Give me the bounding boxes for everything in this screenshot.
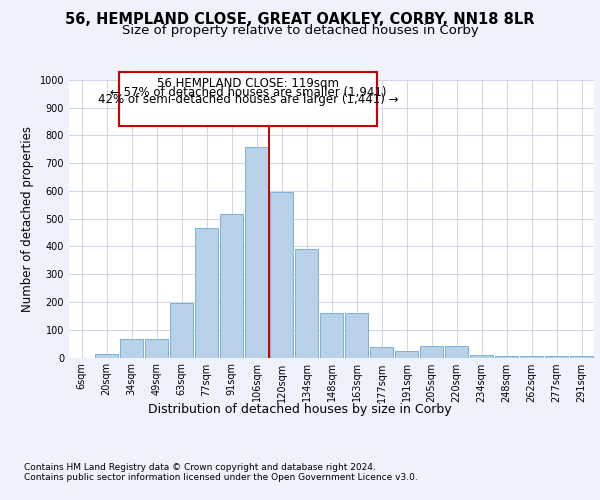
Bar [295,250,318,358]
Bar [145,340,168,357]
Bar [545,356,568,358]
Text: 56 HEMPLAND CLOSE: 119sqm: 56 HEMPLAND CLOSE: 119sqm [157,77,339,90]
Bar [170,302,193,358]
Text: Size of property relative to detached houses in Corby: Size of property relative to detached ho… [122,24,478,37]
Text: Distribution of detached houses by size in Corby: Distribution of detached houses by size … [148,402,452,415]
Bar [320,313,343,358]
Bar [495,356,518,358]
Bar [120,340,143,357]
Bar [395,352,418,358]
Bar [220,214,243,358]
Bar [345,313,368,358]
Y-axis label: Number of detached properties: Number of detached properties [21,126,34,312]
Bar [470,354,493,358]
Bar [570,356,593,358]
Text: ← 57% of detached houses are smaller (1,941): ← 57% of detached houses are smaller (1,… [110,86,386,98]
Text: Contains HM Land Registry data © Crown copyright and database right 2024.: Contains HM Land Registry data © Crown c… [24,462,376,471]
Bar [195,228,218,358]
Text: 56, HEMPLAND CLOSE, GREAT OAKLEY, CORBY, NN18 8LR: 56, HEMPLAND CLOSE, GREAT OAKLEY, CORBY,… [65,12,535,28]
Bar [445,346,468,358]
Bar [370,347,393,358]
Text: 42% of semi-detached houses are larger (1,441) →: 42% of semi-detached houses are larger (… [97,93,398,106]
Bar [420,346,443,358]
Bar [520,356,543,358]
Bar [95,354,118,358]
Bar [245,147,268,358]
Bar [270,192,293,358]
Text: Contains public sector information licensed under the Open Government Licence v3: Contains public sector information licen… [24,474,418,482]
FancyBboxPatch shape [119,72,377,126]
